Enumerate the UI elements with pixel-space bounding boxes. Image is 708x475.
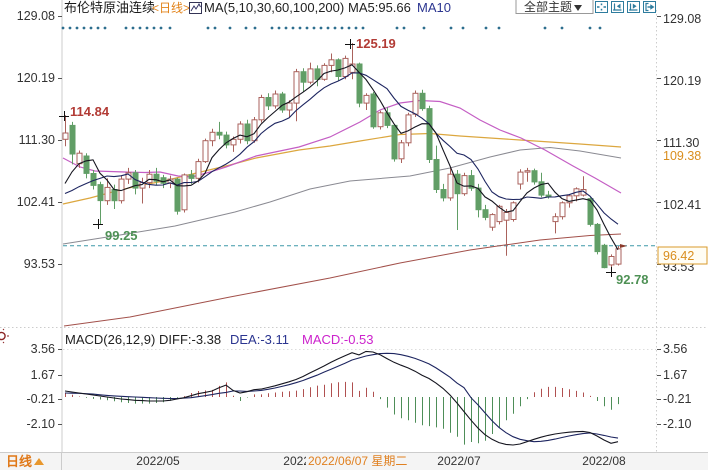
svg-text:-0.21: -0.21: [27, 392, 56, 406]
svg-text:全部主题: 全部主题: [524, 0, 572, 14]
svg-text:布伦特原油连续: 布伦特原油连续: [64, 0, 155, 15]
svg-text:120.19: 120.19: [17, 71, 55, 85]
svg-text:2022/07: 2022/07: [437, 454, 481, 468]
svg-text:129.08: 129.08: [663, 12, 701, 26]
svg-text:102.41: 102.41: [663, 198, 701, 212]
svg-text:2022/05: 2022/05: [136, 454, 180, 468]
svg-text:111.30: 111.30: [663, 136, 699, 150]
svg-text:96.42: 96.42: [663, 249, 694, 263]
svg-text:MA10: MA10: [417, 0, 451, 15]
svg-text:-2.10: -2.10: [663, 417, 692, 431]
svg-text:2022/08: 2022/08: [582, 454, 626, 468]
svg-text:日线: 日线: [6, 454, 32, 469]
svg-text:99.25: 99.25: [105, 228, 138, 243]
svg-text:93.53: 93.53: [24, 257, 55, 271]
svg-text:114.84: 114.84: [70, 104, 110, 119]
svg-text:3.56: 3.56: [31, 342, 55, 356]
svg-text:-0.21: -0.21: [663, 392, 692, 406]
svg-text:3.56: 3.56: [663, 342, 687, 356]
svg-text:2022/06/07 星期二: 2022/06/07 星期二: [308, 454, 407, 468]
svg-text:102.41: 102.41: [17, 195, 55, 209]
svg-text:120.19: 120.19: [663, 74, 701, 88]
svg-text:-2.10: -2.10: [27, 417, 56, 431]
svg-text:MACD:-0.53: MACD:-0.53: [302, 332, 374, 347]
svg-text:125.19: 125.19: [356, 36, 396, 51]
svg-text:MACD(26,12,9): MACD(26,12,9): [65, 332, 155, 347]
svg-text:1.67: 1.67: [31, 368, 55, 382]
svg-text:1.67: 1.67: [663, 368, 687, 382]
svg-text:MA5:95.66: MA5:95.66: [348, 0, 411, 15]
svg-text:DEA:-3.11: DEA:-3.11: [230, 332, 289, 347]
svg-text:DIFF:-3.38: DIFF:-3.38: [159, 332, 221, 347]
svg-text:109.38: 109.38: [663, 149, 701, 163]
svg-text:92.78: 92.78: [616, 272, 649, 287]
svg-text:<日线>: <日线>: [152, 1, 190, 15]
svg-text:MA(5,10,30,60,100,200): MA(5,10,30,60,100,200): [204, 0, 344, 15]
svg-text:129.08: 129.08: [17, 9, 55, 23]
svg-text:111.30: 111.30: [19, 133, 55, 147]
